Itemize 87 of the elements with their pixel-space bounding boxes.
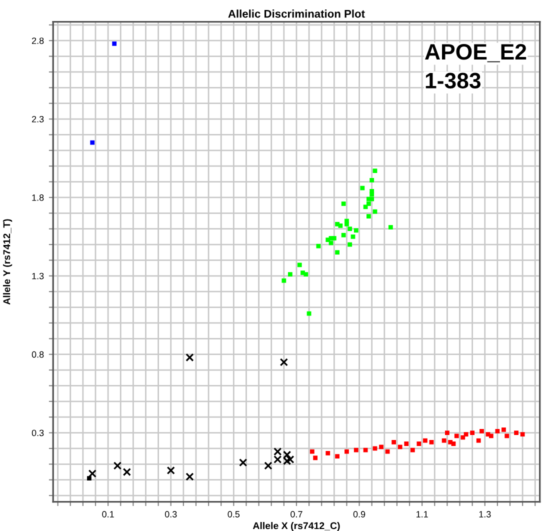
point <box>488 434 494 438</box>
point <box>297 262 302 268</box>
point <box>370 178 374 182</box>
x-tick-label: 1.1 <box>416 511 428 518</box>
x-tick-label: 0.5 <box>228 511 240 518</box>
point <box>310 449 314 454</box>
point <box>288 272 292 277</box>
point <box>282 450 292 459</box>
x-axis-title: Allele X (rs7412_C) <box>252 522 340 531</box>
point <box>392 440 396 444</box>
point <box>304 272 308 277</box>
point <box>360 186 365 190</box>
point <box>166 466 175 475</box>
point <box>464 432 468 437</box>
point <box>423 438 428 443</box>
y-tick-label: 0.8 <box>32 351 44 358</box>
point <box>514 430 518 435</box>
point <box>113 462 122 470</box>
point <box>366 202 371 206</box>
x-tick-label: 0.3 <box>164 511 177 518</box>
point <box>186 353 194 362</box>
point <box>379 444 384 450</box>
point <box>476 438 481 443</box>
point <box>454 434 459 438</box>
point <box>520 432 525 437</box>
y-tick-label: 0.3 <box>32 430 44 436</box>
point <box>274 448 282 456</box>
point <box>385 449 390 454</box>
point <box>398 444 402 450</box>
point <box>388 225 393 230</box>
point <box>495 429 500 434</box>
point <box>122 468 131 476</box>
point <box>341 232 346 238</box>
point <box>335 250 340 255</box>
point <box>410 448 415 452</box>
point <box>282 278 286 283</box>
point <box>445 430 450 435</box>
point <box>112 42 117 46</box>
point <box>313 456 318 460</box>
point <box>442 438 446 443</box>
point <box>332 236 336 240</box>
point <box>90 140 95 145</box>
point <box>404 442 409 446</box>
point <box>341 202 346 206</box>
point <box>186 472 194 481</box>
point <box>370 192 374 197</box>
point <box>326 450 330 456</box>
chart-title: Allelic Discrimination Plot <box>228 10 365 18</box>
point <box>344 449 349 454</box>
y-tick-label: 1.8 <box>32 194 44 201</box>
point <box>88 469 96 478</box>
point <box>350 234 356 239</box>
x-tick-label: 0.7 <box>290 511 302 518</box>
point <box>354 228 358 233</box>
point <box>363 448 368 452</box>
y-axis-title: Allele Y (rs7412_T) <box>3 219 12 305</box>
x-tick-label: 0.9 <box>353 511 366 518</box>
point <box>429 440 434 444</box>
point <box>502 427 506 432</box>
point <box>286 455 294 464</box>
point <box>372 209 378 214</box>
point <box>370 196 374 202</box>
point <box>316 244 321 248</box>
x-tick-label: 1.3 <box>479 511 491 518</box>
point <box>504 434 510 438</box>
point <box>348 242 352 247</box>
point <box>344 222 349 226</box>
y-tick-label: 2.8 <box>32 38 44 44</box>
annotation: 1-383 <box>426 72 481 89</box>
x-tick-label: 0.1 <box>102 511 114 518</box>
point <box>366 214 371 218</box>
point <box>470 430 475 435</box>
annotation: APOE_E2 <box>425 44 526 62</box>
point <box>372 168 378 173</box>
point <box>354 448 358 452</box>
y-tick-label: 1.3 <box>32 272 44 280</box>
point <box>416 442 422 446</box>
point <box>348 226 352 232</box>
point <box>335 454 340 458</box>
point <box>448 440 453 444</box>
point <box>239 458 248 467</box>
point <box>338 224 343 228</box>
y-tick-label: 2.3 <box>32 116 44 122</box>
point <box>280 358 288 366</box>
point <box>264 462 272 470</box>
point <box>87 476 92 480</box>
point <box>480 429 484 434</box>
